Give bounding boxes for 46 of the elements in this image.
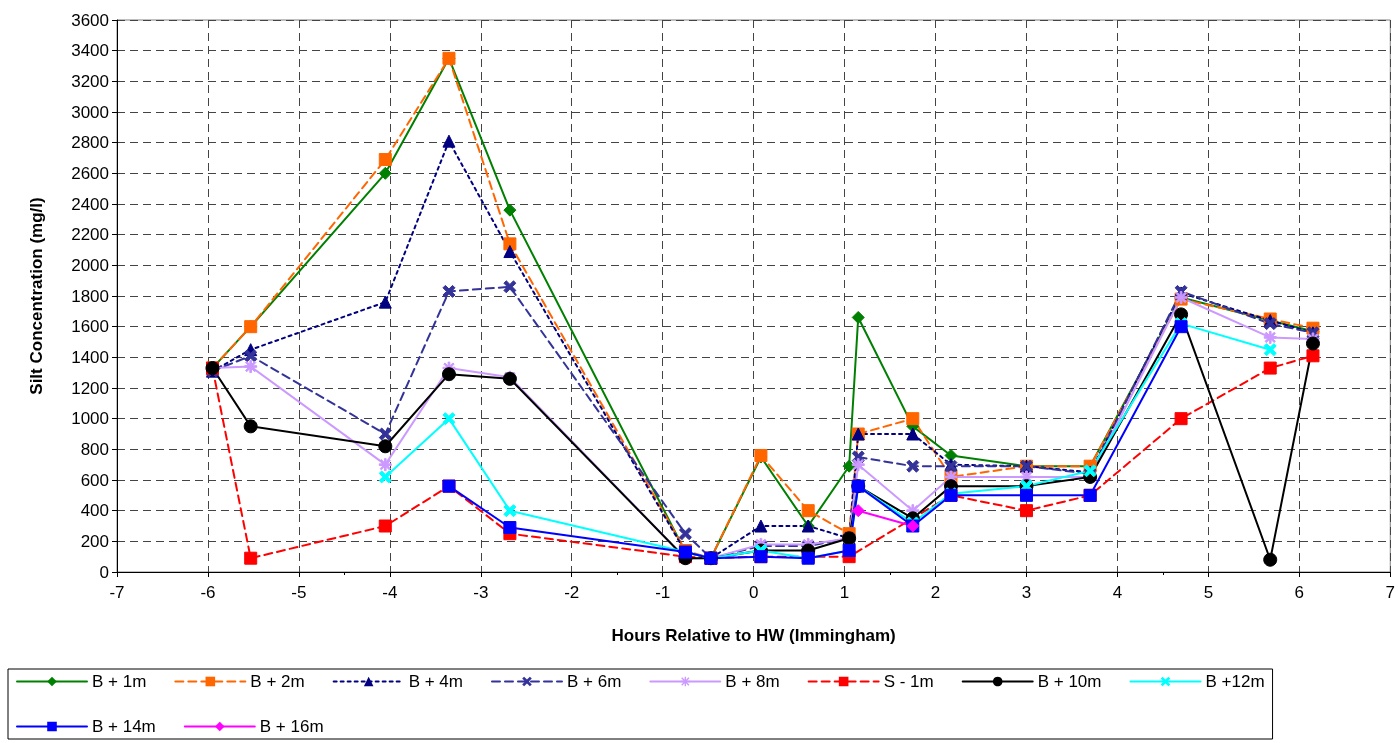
legend-label: B + 14m (92, 717, 156, 736)
x-tick-label: -4 (382, 583, 398, 602)
x-tick-label: -5 (291, 583, 307, 602)
x-tick-label: 5 (1203, 583, 1214, 602)
y-tick-label: 3400 (71, 41, 109, 61)
x-tick-label: 4 (1112, 583, 1123, 602)
x-tick-label: -1 (655, 583, 671, 602)
x-tick-label: -6 (200, 583, 216, 602)
x-tick-label: 3 (1021, 583, 1032, 602)
y-tick-label: 1800 (71, 286, 109, 306)
y-tick-label: 2000 (71, 255, 109, 275)
y-tick-label: 2200 (71, 225, 109, 245)
legend-label: S - 1m (883, 672, 934, 691)
y-tick-label: 200 (80, 531, 109, 551)
x-tick-label: -3 (473, 583, 489, 602)
y-tick-label: 3000 (71, 102, 109, 122)
legend-label: B + 6m (566, 672, 622, 691)
legend-label: B + 8m (725, 672, 780, 691)
x-tick-label: 2 (930, 583, 941, 602)
legend-label: B + 1m (92, 672, 147, 691)
y-tick-label: 1200 (71, 378, 109, 398)
x-tick-label: 0 (748, 583, 759, 602)
x-tick-label: -7 (109, 583, 125, 602)
y-tick-label: 2800 (71, 133, 109, 153)
x-tick-label: 1 (839, 583, 850, 602)
y-tick-label: 400 (80, 501, 109, 521)
legend-label: B + 4m (408, 672, 463, 691)
legend-label: B + 10m (1037, 672, 1102, 691)
y-tick-label: 2400 (71, 194, 109, 214)
y-tick-label: 1000 (71, 409, 109, 429)
y-tick-label: 3200 (71, 71, 109, 91)
y-tick-label: 600 (80, 470, 109, 490)
y-tick-label: 2600 (71, 163, 109, 183)
x-axis-title: Hours Relative to HW (Immingham) (611, 626, 896, 645)
y-tick-label: 0 (99, 562, 109, 582)
x-tick-label: 7 (1385, 583, 1396, 602)
y-tick-label: 800 (80, 439, 109, 459)
legend-label: B +12m (1205, 672, 1265, 691)
legend-label: B + 2m (250, 672, 305, 691)
y-tick-label: 1400 (71, 347, 109, 367)
y-axis-title: Silt Concentration (mg/l) (27, 197, 46, 395)
x-tick-label: -2 (564, 583, 580, 602)
y-tick-label: 1600 (71, 317, 109, 337)
legend-label: B + 16m (259, 717, 324, 736)
y-tick-label: 3600 (71, 10, 109, 30)
x-tick-label: 6 (1294, 583, 1305, 602)
